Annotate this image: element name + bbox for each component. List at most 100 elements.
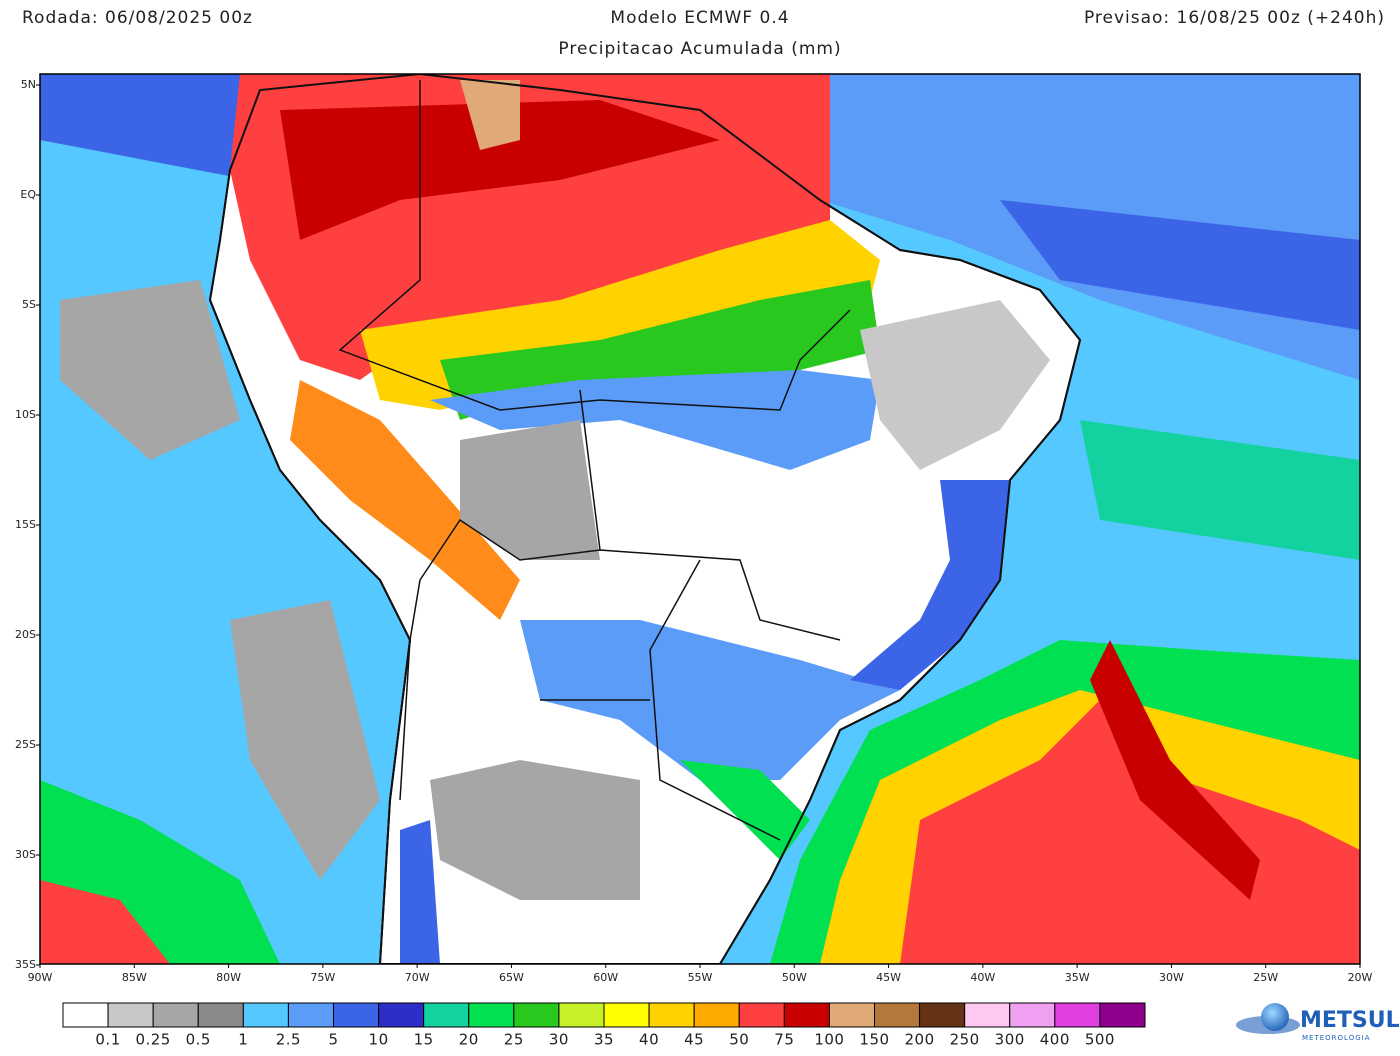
lat-label: EQ: [20, 188, 36, 201]
colorbar-swatch: [1054, 1002, 1101, 1028]
field-area: [280, 100, 720, 240]
field-area: [1080, 420, 1360, 560]
lat-label: 10S: [15, 408, 36, 421]
field-area: [860, 300, 1050, 470]
lon-label: 90W: [28, 971, 53, 984]
colorbar-swatch: [242, 1002, 289, 1028]
borders: [338, 80, 851, 841]
colorbar-label: 400: [1040, 1031, 1070, 1049]
colorbar-swatch: [783, 1002, 830, 1028]
lon-label: 85W: [122, 971, 147, 984]
logo: METSUL METEOROLOGIA: [1236, 1003, 1400, 1042]
colorbar-swatch: [152, 1002, 199, 1028]
lat-label: 35S: [15, 958, 36, 971]
lon-label: 55W: [688, 971, 713, 984]
colorbar: 0.1 0.25 0.5 1 2.5 5 10 15 20 25 30 35 40 45 50 75 100 15…: [62, 1002, 1146, 1049]
colorbar-swatch: [378, 1002, 425, 1028]
field-area: [1090, 640, 1260, 900]
lon-label: 20W: [1348, 971, 1373, 984]
colorbar-label: 30: [549, 1031, 569, 1049]
lat-label: 5N: [21, 78, 36, 91]
field-area: [40, 880, 170, 964]
colorbar-swatch: [107, 1002, 154, 1028]
colorbar-swatch: [738, 1002, 785, 1028]
field-area: [850, 480, 1010, 690]
colorbar-swatch: [1099, 1002, 1146, 1028]
colorbar-swatch: [197, 1002, 244, 1028]
colorbar-swatch: [468, 1002, 515, 1028]
lon-label: 50W: [782, 971, 807, 984]
field-area: [520, 620, 900, 780]
lon-label: 45W: [876, 971, 901, 984]
logo-name: METSUL: [1300, 1008, 1400, 1033]
colorbar-swatch: [919, 1002, 966, 1028]
field-area: [430, 370, 880, 470]
lon-label: 25W: [1253, 971, 1278, 984]
colorbar-swatch: [333, 1002, 380, 1028]
model-label: Modelo ECMWF 0.4: [610, 8, 789, 28]
colorbar-label: 300: [995, 1031, 1025, 1049]
colorbar-label: 500: [1085, 1031, 1115, 1049]
colorbar-label: 0.1: [95, 1031, 120, 1049]
field-area: [900, 700, 1360, 964]
colorbar-label: 15: [414, 1031, 434, 1049]
colorbar-swatch: [603, 1002, 650, 1028]
forecast-label: Previsao: 16/08/25 00z (+240h): [1084, 8, 1385, 28]
field-area: [680, 760, 810, 860]
colorbar-label: 35: [594, 1031, 614, 1049]
colorbar-swatch: [62, 1002, 109, 1028]
lon-label: 75W: [310, 971, 335, 984]
colorbar-swatch: [874, 1002, 921, 1028]
lon-label: 80W: [216, 971, 241, 984]
run-label: Rodada: 06/08/2025 00z: [22, 8, 253, 28]
lat-label: 20S: [15, 628, 36, 641]
lat-label: 15S: [15, 518, 36, 531]
lat-label: 25S: [15, 738, 36, 751]
lon-label: 65W: [499, 971, 524, 984]
colorbar-label: 5: [328, 1031, 338, 1049]
field-area: [290, 380, 520, 620]
field-area: [400, 820, 440, 964]
lat-label: 5S: [22, 298, 36, 311]
colorbar-label: 150: [859, 1031, 889, 1049]
logo-tagline: METEOROLOGIA: [1302, 1034, 1370, 1042]
field-area: [460, 80, 520, 150]
precip-field: [40, 74, 1360, 964]
colorbar-label: 45: [684, 1031, 704, 1049]
colorbar-swatch: [648, 1002, 695, 1028]
colorbar-label: 100: [814, 1031, 844, 1049]
field-area: [60, 280, 240, 460]
colorbar-swatch: [558, 1002, 605, 1028]
colorbar-swatch: [287, 1002, 334, 1028]
field-area: [460, 420, 600, 560]
field-area: [430, 760, 640, 900]
map-subtitle: Precipitacao Acumulada (mm): [558, 39, 841, 59]
colorbar-label: 25: [504, 1031, 524, 1049]
colorbar-label: 2.5: [276, 1031, 301, 1049]
field-area: [1000, 200, 1360, 330]
colorbar-label: 250: [950, 1031, 980, 1049]
colorbar-label: 20: [459, 1031, 479, 1049]
colorbar-label: 40: [639, 1031, 659, 1049]
field-area: [230, 600, 380, 880]
colorbar-label: 0.25: [135, 1031, 170, 1049]
colorbar-swatch: [513, 1002, 560, 1028]
colorbar-label: 50: [729, 1031, 749, 1049]
lon-label: 40W: [970, 971, 995, 984]
colorbar-swatch: [693, 1002, 740, 1028]
colorbar-swatch: [828, 1002, 876, 1028]
colorbar-swatch: [423, 1002, 470, 1028]
colorbar-label: 75: [774, 1031, 794, 1049]
coastline: [208, 74, 1082, 964]
lon-label: 35W: [1065, 971, 1090, 984]
colorbar-label: 10: [369, 1031, 389, 1049]
lon-label: 60W: [593, 971, 618, 984]
field-area: [40, 74, 250, 180]
lon-label: 70W: [405, 971, 430, 984]
colorbar-label: 0.5: [186, 1031, 211, 1049]
colorbar-label: 1: [238, 1031, 248, 1049]
colorbar-swatch: [1009, 1002, 1056, 1028]
